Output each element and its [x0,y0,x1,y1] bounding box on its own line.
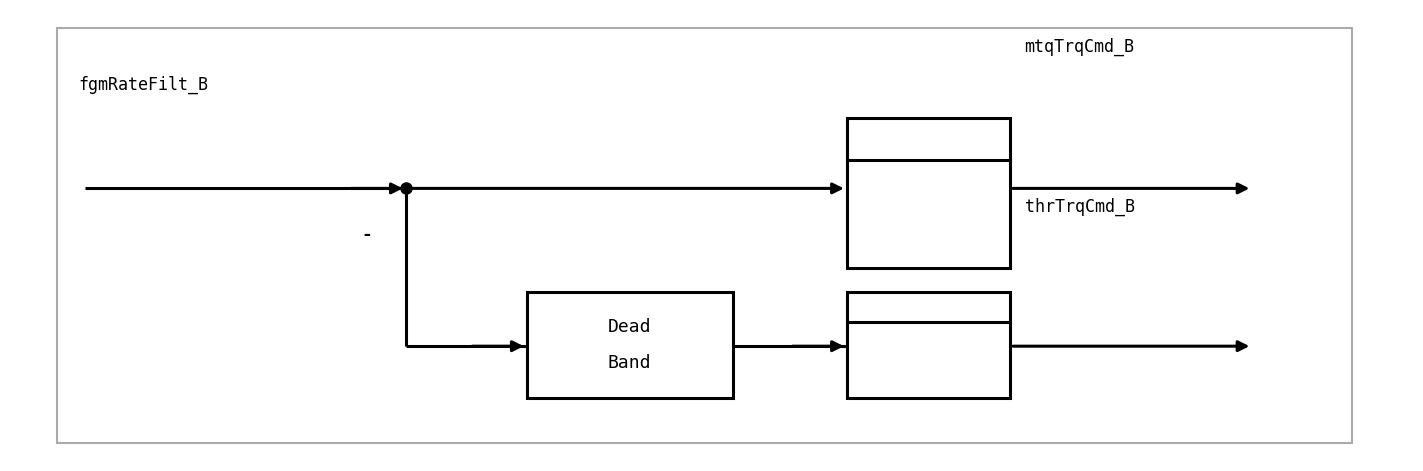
Bar [527,292,733,398]
Text: fgmRateFilt_B: fgmRateFilt_B [78,76,208,94]
Text: -: - [361,227,373,244]
Text: thrTrqCmd_B: thrTrqCmd_B [1025,198,1134,216]
Text: Band: Band [608,354,652,372]
Text: mtqTrqCmd_B: mtqTrqCmd_B [1025,38,1134,56]
Bar [57,28,1352,443]
Bar [847,118,1010,268]
Bar [847,292,1010,398]
Text: Dead: Dead [608,318,652,336]
